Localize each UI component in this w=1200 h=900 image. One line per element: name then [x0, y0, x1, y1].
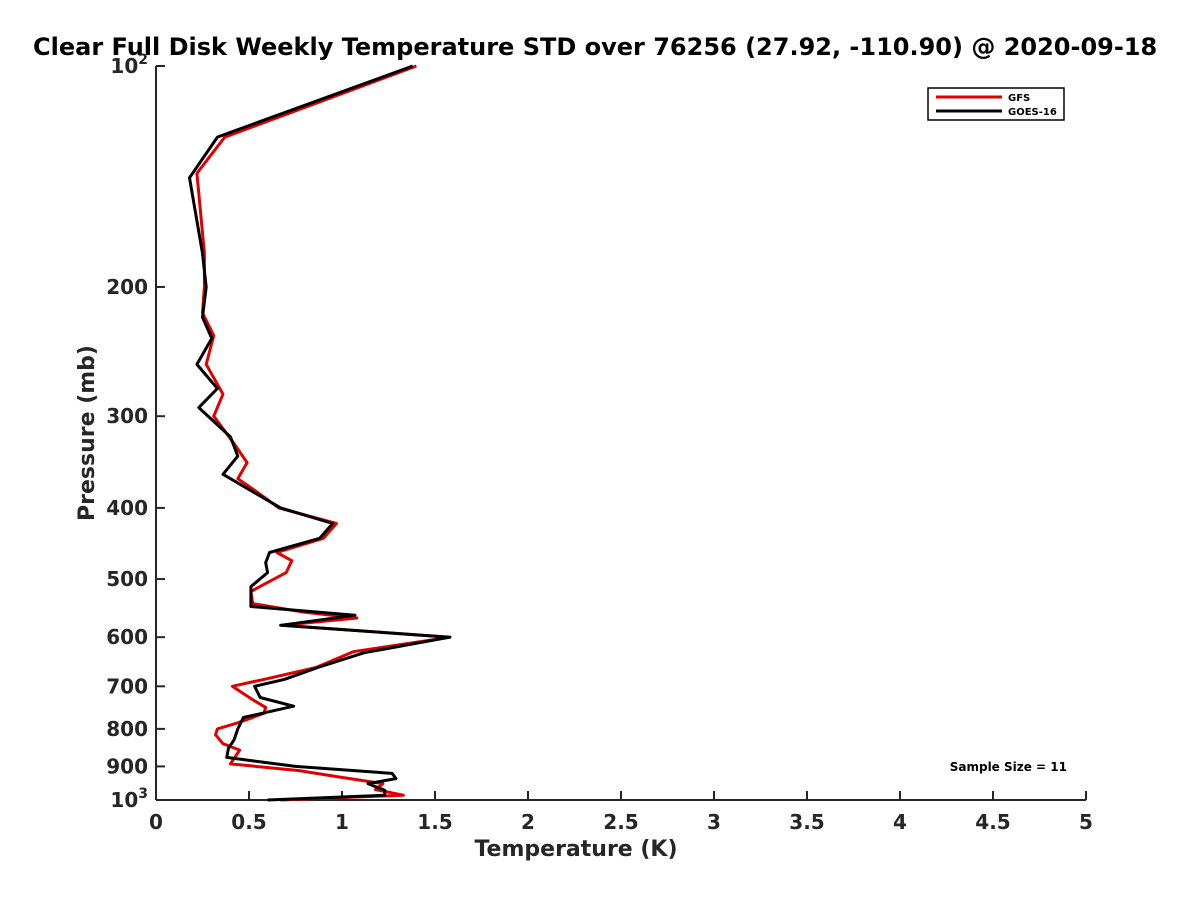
x-tick-label: 4.5	[975, 810, 1010, 834]
y-tick-label: 900	[106, 754, 148, 778]
x-tick-label: 0.5	[231, 810, 266, 834]
legend: GFS GOES-16	[927, 87, 1065, 121]
x-tick-label: 3	[707, 810, 721, 834]
y-tick-label: 600	[106, 625, 148, 649]
y-tick-label: 400	[106, 496, 148, 520]
x-tick-label: 2.5	[603, 810, 638, 834]
series-line-goes-16	[188, 64, 452, 802]
y-tick-label: 200	[106, 275, 148, 299]
sample-size-annotation: Sample Size = 11	[950, 760, 1067, 774]
y-tick-label: 103	[110, 786, 148, 812]
axes: 0 0.5 1 1.5 2 2.5 3 3.5 4 4.5 5 102 200 300 400 500 600 7…	[75, 52, 1093, 862]
legend-label-goes-16: GOES-16	[1008, 107, 1057, 118]
y-tick-label: 300	[106, 404, 148, 428]
x-tick-label: 0	[149, 810, 163, 834]
x-tick-label: 1	[335, 810, 349, 834]
x-tick-label: 5	[1079, 810, 1093, 834]
y-tick-label: 102	[110, 52, 148, 78]
x-tick-label: 1.5	[417, 810, 452, 834]
y-axis-label: Pressure (mb)	[75, 345, 100, 521]
x-axis-label: Temperature (K)	[474, 837, 677, 862]
x-tick-label: 3.5	[789, 810, 824, 834]
legend-label-gfs: GFS	[1008, 93, 1030, 104]
y-tick-label: 500	[106, 567, 148, 591]
legend-box	[927, 87, 1065, 121]
series-line-gfs	[195, 64, 452, 802]
y-tick-label: 800	[106, 717, 148, 741]
chart-title: Clear Full Disk Weekly Temperature STD o…	[33, 33, 1157, 61]
x-tick-label: 2	[521, 810, 535, 834]
y-tick-label: 700	[106, 674, 148, 698]
series-layer	[188, 64, 452, 802]
x-tick-label: 4	[893, 810, 907, 834]
